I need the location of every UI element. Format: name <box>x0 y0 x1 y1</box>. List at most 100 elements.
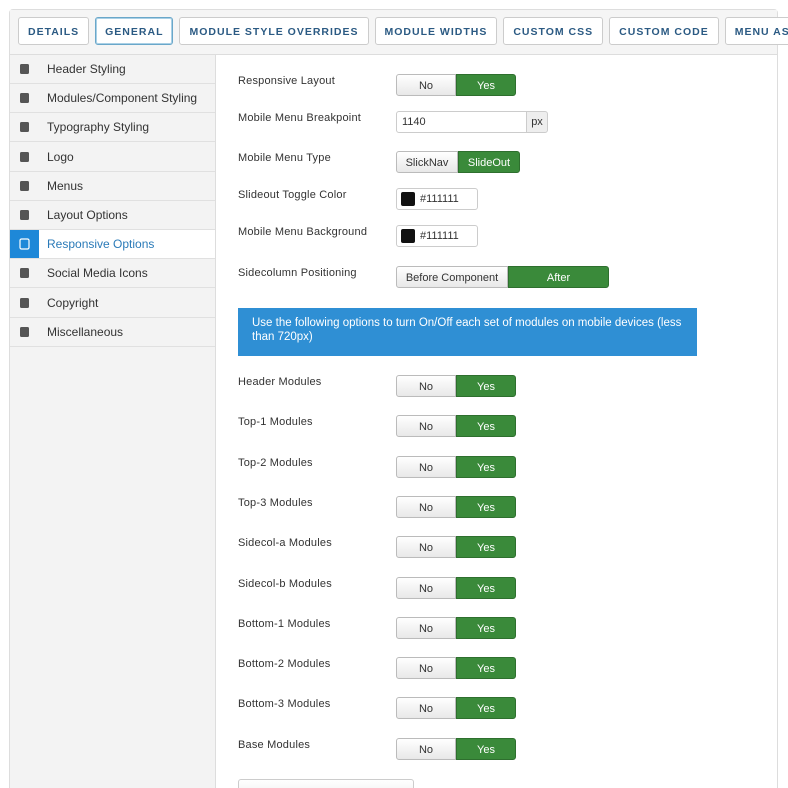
sidebar-item[interactable]: Menus <box>10 172 215 201</box>
toggle-option[interactable]: After Component <box>508 266 609 306</box>
field-label: Slideout Toggle Color <box>238 189 347 201</box>
sidebar-item[interactable]: Layout Options <box>10 201 215 230</box>
toggle-option[interactable]: No <box>396 697 456 720</box>
tab[interactable]: CUSTOM CODE <box>609 17 719 45</box>
tab[interactable]: MODULE STYLE OVERRIDES <box>179 17 369 45</box>
tab[interactable]: MODULE WIDTHS <box>374 17 498 45</box>
sidebar-label: Copyright <box>47 295 99 310</box>
tab[interactable]: DETAILS <box>18 17 90 45</box>
toggle: No Yes <box>396 737 516 760</box>
color-input[interactable]: #111111 <box>396 188 478 210</box>
toggle: No Yes <box>396 375 516 397</box>
sidebar-item[interactable]: Logo <box>10 143 215 172</box>
toggle-option[interactable]: No <box>396 495 456 518</box>
toggle: No Yes <box>396 455 516 478</box>
color-value: #111111 <box>420 193 459 205</box>
text-input[interactable]: 1140 <box>396 111 527 133</box>
toggle-option[interactable]: Yes <box>456 375 516 397</box>
toggle-option[interactable]: No <box>396 415 456 438</box>
field-label: Top-2 Modules <box>238 456 313 469</box>
color-swatch <box>401 229 415 243</box>
icon <box>20 268 29 279</box>
toggle-option[interactable]: No <box>396 657 456 680</box>
field-label: Mobile Menu Breakpoint <box>238 112 362 124</box>
toggle: No Yes <box>396 74 516 96</box>
toggle: SlickNav SlideOut <box>396 151 520 173</box>
toggle-option[interactable]: No <box>396 74 456 96</box>
toggle-option[interactable]: No <box>396 616 456 639</box>
tab[interactable]: CUSTOM CSS <box>503 17 604 45</box>
field-label: Responsive Layout <box>238 75 335 87</box>
sidebar-label: Miscellaneous <box>47 324 124 339</box>
toggle: No Yes <box>396 536 516 559</box>
sidebar-label: Layout Options <box>47 208 128 222</box>
toggle: No Yes <box>396 616 516 639</box>
toggle-option[interactable]: SlickNav <box>396 151 458 173</box>
sidebar-item[interactable]: Copyright <box>10 289 215 318</box>
tabs: DETAILS GENERAL MODULE STYLE OVERRIDES MODU… <box>18 17 788 45</box>
color-value: #111111 <box>420 230 459 242</box>
sidebar-label: Typography Styling <box>47 120 150 135</box>
sidebar-label: Menus <box>47 178 84 193</box>
sidebar-item[interactable]: Modules/Component Styling <box>10 84 215 114</box>
toggle-option[interactable]: No <box>396 455 456 478</box>
sidebar-label: Modules/Component Styling <box>47 91 198 106</box>
field-label: Sidecolumn Positioning <box>238 267 357 279</box>
tab[interactable]: MENU ASSIGNMENT <box>724 17 788 45</box>
tab[interactable]: GENERAL <box>95 17 174 45</box>
sidebar-item[interactable]: Responsive Options <box>10 230 215 260</box>
info-box: Use the following options to turn On/Off… <box>238 308 697 356</box>
field-label: Bottom-2 Modules <box>238 658 331 671</box>
icon <box>20 151 29 162</box>
toggle-option[interactable]: Yes <box>456 415 516 438</box>
icon <box>20 122 29 133</box>
sidebar-item[interactable]: Social Media Icons <box>10 259 215 289</box>
sidebar-item[interactable]: Miscellaneous <box>10 318 215 347</box>
field-label: Header Modules <box>238 376 322 388</box>
input-addon: px <box>526 111 548 133</box>
field-label: Top-1 Modules <box>238 416 313 429</box>
toggle: No Yes <box>396 495 516 518</box>
toggle-option[interactable]: Before Component <box>396 266 508 288</box>
icon <box>10 230 39 259</box>
sidebar-label: Header Styling <box>47 62 126 76</box>
sidebar: Header Styling Modules/Component Styling T… <box>10 55 216 788</box>
field-label: Mobile Menu Type <box>238 152 331 164</box>
sidebar-label: Logo <box>47 149 74 164</box>
sidebar-item[interactable]: Typography Styling <box>10 113 215 143</box>
toggle-option[interactable]: No <box>396 536 456 559</box>
toggle-option[interactable]: Yes <box>456 737 516 760</box>
toggle-option[interactable]: Yes <box>456 455 516 478</box>
color-input[interactable]: #111111 <box>396 225 478 247</box>
toggle-option[interactable]: No <box>396 375 456 397</box>
field-label: Base Modules <box>238 738 311 751</box>
toggle: No Yes <box>396 657 516 680</box>
field-label: Sidecol-b Modules <box>238 577 332 590</box>
toggle-option[interactable]: Yes <box>456 536 516 559</box>
toggle-option[interactable]: Yes <box>456 495 516 518</box>
toggle: No Yes <box>396 576 516 599</box>
icon <box>20 210 29 220</box>
button[interactable] <box>238 779 414 788</box>
toggle-option[interactable]: SlideOut <box>458 151 520 173</box>
toggle-option[interactable]: Yes <box>456 576 516 599</box>
color-swatch <box>401 192 415 206</box>
icon <box>20 297 29 308</box>
field-label: Mobile Menu Background <box>238 226 368 238</box>
sidebar-item[interactable]: Header Styling <box>10 55 215 84</box>
icon <box>20 64 29 74</box>
icon <box>20 93 29 104</box>
icon <box>20 180 29 191</box>
field-label: Bottom-1 Modules <box>238 617 331 630</box>
panel-frame <box>9 9 778 788</box>
icon <box>20 326 29 337</box>
toggle-option[interactable]: Yes <box>456 657 516 680</box>
toggle-option[interactable]: Yes <box>456 74 516 96</box>
toggle-option[interactable]: No <box>396 737 456 760</box>
sidebar-label: Social Media Icons <box>47 266 148 281</box>
toggle-option[interactable]: Yes <box>456 616 516 639</box>
toggle-option[interactable]: No <box>396 576 456 599</box>
toggle-option[interactable]: Yes <box>456 697 516 720</box>
field-label: Sidecol-a Modules <box>238 537 332 550</box>
